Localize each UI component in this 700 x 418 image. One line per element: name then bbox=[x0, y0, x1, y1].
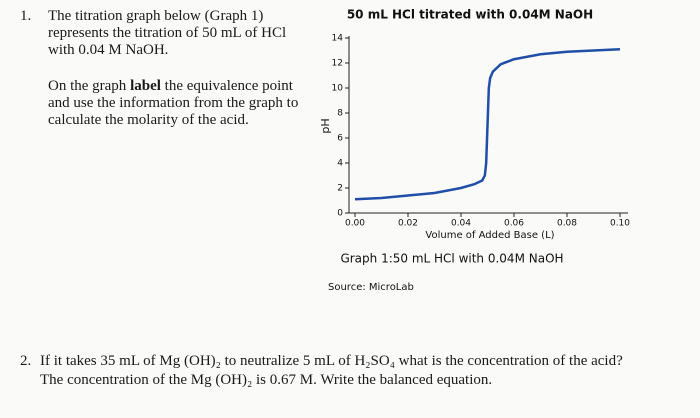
source: Source: MicroLab bbox=[328, 282, 414, 293]
text: the equivalence point and use the inform… bbox=[48, 78, 299, 128]
x-tick-label: 0.04 bbox=[451, 219, 471, 229]
x-tick-label: 0.02 bbox=[398, 219, 418, 229]
y-tick-label: 12 bbox=[332, 59, 343, 69]
y-tick-label: 8 bbox=[337, 109, 343, 119]
question-instruction: On the graph label the equivalence point… bbox=[48, 78, 310, 129]
question-number: 1. bbox=[20, 8, 32, 24]
y-tick-label: 6 bbox=[337, 134, 343, 144]
y-axis-label: pH bbox=[319, 118, 332, 133]
question-number: 2. bbox=[20, 353, 32, 369]
y-tick-label: 2 bbox=[337, 184, 343, 194]
x-tick-label: 0.00 bbox=[345, 219, 365, 229]
x-tick-label: 0.08 bbox=[557, 219, 577, 229]
text: label bbox=[130, 78, 161, 94]
x-axis-label: Volume of Added Base (L) bbox=[425, 230, 554, 241]
y-tick-label: 0 bbox=[337, 209, 343, 219]
y-tick-label: 14 bbox=[332, 34, 344, 44]
x-tick-label: 0.06 bbox=[504, 219, 524, 229]
question-text: The titration graph below (Graph 1) repr… bbox=[48, 8, 287, 58]
y-tick-label: 10 bbox=[332, 84, 344, 94]
question-text: The concentration of the Mg (OH)₂ is 0.6… bbox=[40, 372, 493, 388]
x-tick-label: 0.10 bbox=[610, 219, 630, 229]
caption: Graph 1:50 mL HCl with 0.04M NaOH bbox=[340, 252, 563, 266]
y-tick-label: 4 bbox=[337, 159, 343, 169]
question-text: If it takes 35 mL of Mg (OH)₂ to neutral… bbox=[40, 353, 623, 369]
line bbox=[354, 48, 621, 201]
chart-title: 50 mL HCl titrated with 0.04M NaOH bbox=[347, 8, 593, 22]
text: On the graph bbox=[48, 78, 131, 94]
